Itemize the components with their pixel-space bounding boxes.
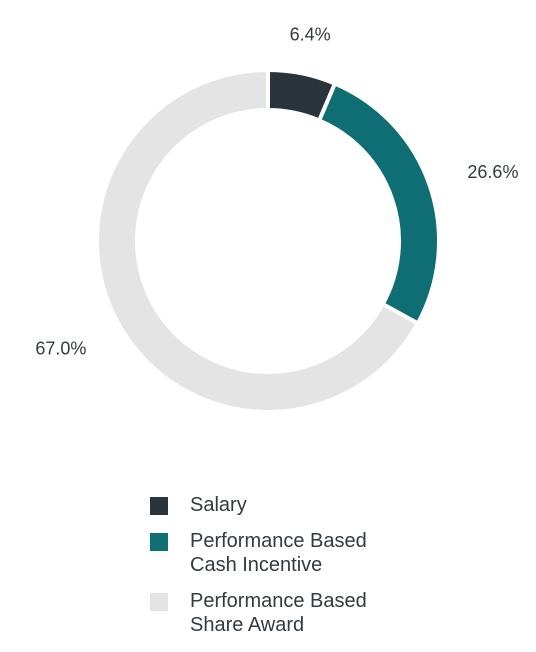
legend-swatch-cash-incentive	[150, 533, 168, 551]
slice-cash-incentive	[316, 81, 441, 327]
legend-label-cash-incentive: Performance Based Cash Incentive	[190, 530, 367, 576]
legend-item-share-award: Performance Based Share Award	[150, 589, 490, 637]
slice-share-award	[95, 67, 421, 414]
slice-label-cash-incentive: 26.6%	[467, 162, 518, 182]
legend-swatch-share-award	[150, 593, 168, 611]
legend-item-salary: Salary	[150, 493, 490, 517]
legend-label-share-award: Performance Based Share Award	[190, 590, 367, 636]
legend-item-cash-incentive: Performance Based Cash Incentive	[150, 529, 490, 577]
legend-swatch-salary	[150, 497, 168, 515]
legend-label-salary: Salary	[190, 494, 247, 516]
donut-chart: 6.4% 26.6% 67.0%	[35, 24, 518, 414]
slice-label-share-award: 67.0%	[35, 338, 86, 358]
slice-label-salary: 6.4%	[290, 24, 331, 44]
donut-chart-svg: 6.4% 26.6% 67.0%	[35, 24, 518, 414]
chart-legend: Salary Performance Based Cash Incentive …	[150, 493, 490, 649]
